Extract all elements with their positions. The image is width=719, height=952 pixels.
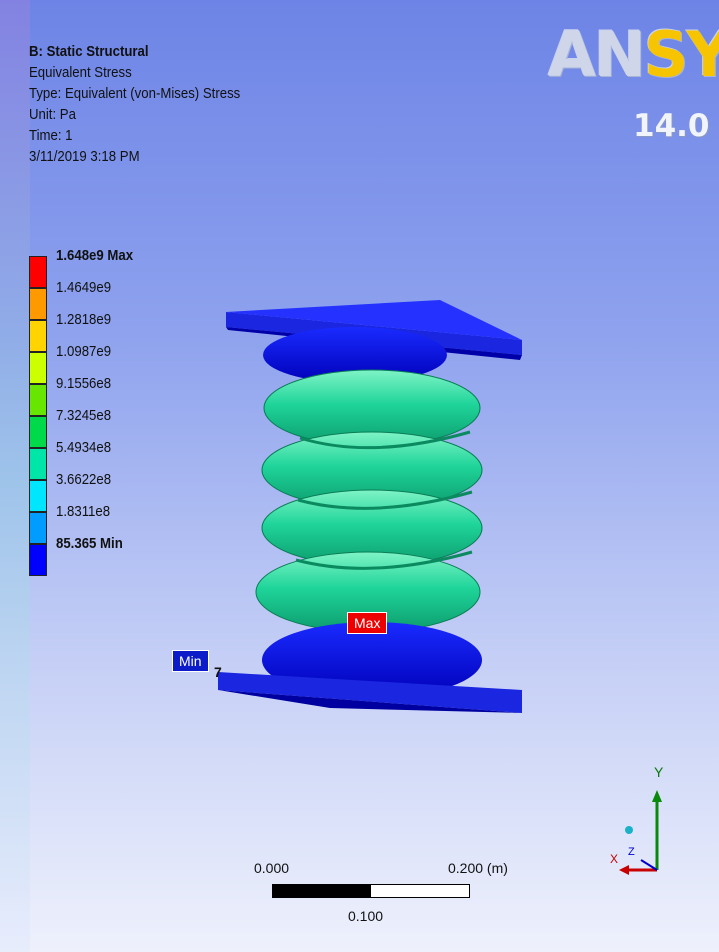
legend-label: 1.648e9 Max — [56, 247, 134, 264]
top-coil-end — [263, 327, 447, 383]
scale-mid-label: 0.100 — [348, 908, 384, 924]
result-datetime: 3/11/2019 3:18 PM — [29, 148, 140, 165]
scale-right-label: 0.200 (m) — [448, 860, 508, 876]
scale-white-segment — [370, 884, 470, 898]
spring-coils — [255, 369, 483, 633]
legend-swatch — [29, 256, 47, 288]
legend-label: 1.0987e9 — [56, 343, 112, 360]
scale-black-segment — [272, 884, 370, 898]
legend-swatch — [29, 352, 47, 384]
y-axis-label: Y — [654, 764, 664, 780]
logo-sys: SYS — [643, 18, 719, 91]
y-axis-arrow — [652, 790, 662, 802]
z-axis-label: Z — [628, 846, 635, 858]
bottom-plate — [218, 672, 522, 713]
legend-swatch — [29, 320, 47, 352]
x-axis-label: X — [610, 852, 619, 866]
legend-label: 9.1556e8 — [56, 375, 112, 392]
analysis-system-title: B: Static Structural — [29, 43, 149, 60]
scale-left-label: 0.000 — [254, 860, 290, 876]
min-probe-label: Min — [172, 650, 209, 672]
axis-triad[interactable] — [605, 760, 675, 880]
legend-swatch — [29, 416, 47, 448]
result-time: Time: 1 — [29, 127, 73, 144]
triad-point-icon — [625, 826, 633, 834]
ansys-logo: ANSYS — [548, 18, 719, 91]
logo-an: AN — [548, 18, 646, 91]
min-probe-suffix: 7 — [214, 664, 222, 680]
result-type: Type: Equivalent (von-Mises) Stress — [29, 85, 241, 102]
legend-label: 3.6622e8 — [56, 471, 112, 488]
legend-label: 1.4649e9 — [56, 279, 112, 296]
legend-swatch — [29, 448, 47, 480]
max-probe-label: Max — [347, 612, 388, 634]
edge-decoration — [0, 0, 30, 952]
max-probe-tag[interactable]: Max — [347, 612, 388, 634]
legend-label: 7.3245e8 — [56, 407, 112, 424]
min-probe-tag[interactable]: Min — [172, 650, 209, 672]
x-axis-arrow — [619, 865, 629, 875]
result-unit: Unit: Pa — [29, 106, 76, 123]
legend-label: 5.4934e8 — [56, 439, 112, 456]
legend-swatch — [29, 512, 47, 544]
legend-label: 85.365 Min — [56, 535, 123, 552]
z-axis-line — [640, 859, 658, 871]
legend-label: 1.2818e9 — [56, 311, 112, 328]
legend-swatch — [29, 288, 47, 320]
legend-swatch — [29, 384, 47, 416]
version-number: 14.0 — [633, 108, 710, 144]
result-info-block: B: Static Structural Equivalent Stress T… — [29, 41, 240, 167]
legend-swatch — [29, 480, 47, 512]
result-name: Equivalent Stress — [29, 64, 132, 81]
legend-label: 1.8311e8 — [56, 503, 111, 520]
legend-swatch — [29, 544, 47, 576]
